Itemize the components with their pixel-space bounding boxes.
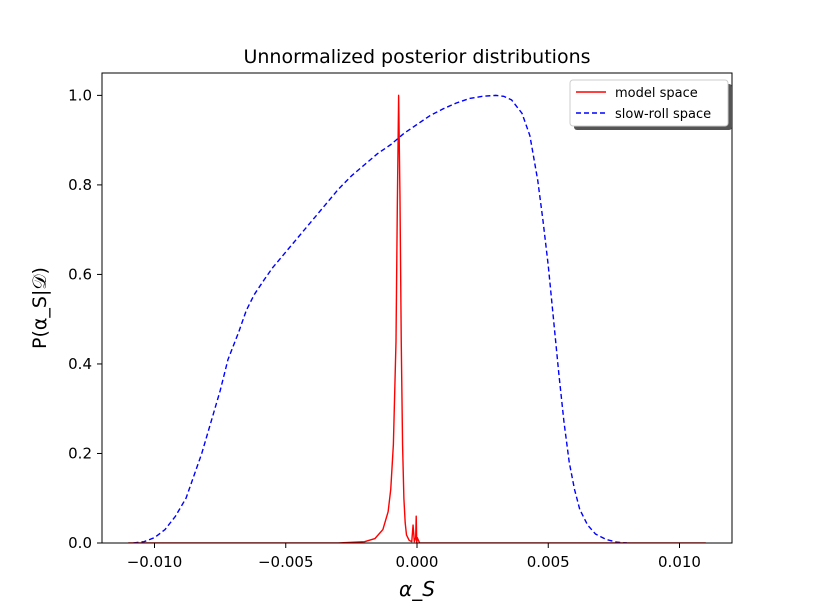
x-tick-label: 0.010 [658, 553, 701, 571]
series-line-slow-roll-space [133, 94, 628, 543]
y-tick-label: 0.4 [68, 355, 92, 373]
legend-label-slow-roll-space: slow-roll space [615, 107, 711, 122]
chart-title: Unnormalized posterior distributions [243, 46, 590, 68]
y-tick-label: 1.0 [68, 86, 92, 104]
y-axis-label: P(α_S|𝒟) [29, 267, 51, 349]
y-tick-label: 0.6 [68, 265, 92, 283]
x-tick-label: −0.010 [127, 553, 183, 571]
y-tick-label: 0.2 [68, 444, 92, 462]
y-tick-label: 0.0 [68, 534, 92, 552]
x-tick-label: −0.005 [258, 553, 314, 571]
y-axis-ticks: 0.0 0.2 0.4 0.6 0.8 1.0 [68, 86, 102, 552]
x-tick-label: 0.005 [527, 553, 570, 571]
x-tick-label: 0.000 [396, 553, 439, 571]
x-axis-label: α_S [399, 577, 435, 601]
series-layer [128, 94, 706, 543]
series-line-model-space [128, 94, 706, 543]
x-axis-ticks: −0.010 −0.005 0.000 0.005 0.010 [127, 543, 701, 571]
legend-label-model-space: model space [615, 86, 698, 101]
legend-box [569, 79, 729, 127]
y-tick-label: 0.8 [68, 176, 92, 194]
legend: model space slow-roll space [569, 79, 732, 130]
